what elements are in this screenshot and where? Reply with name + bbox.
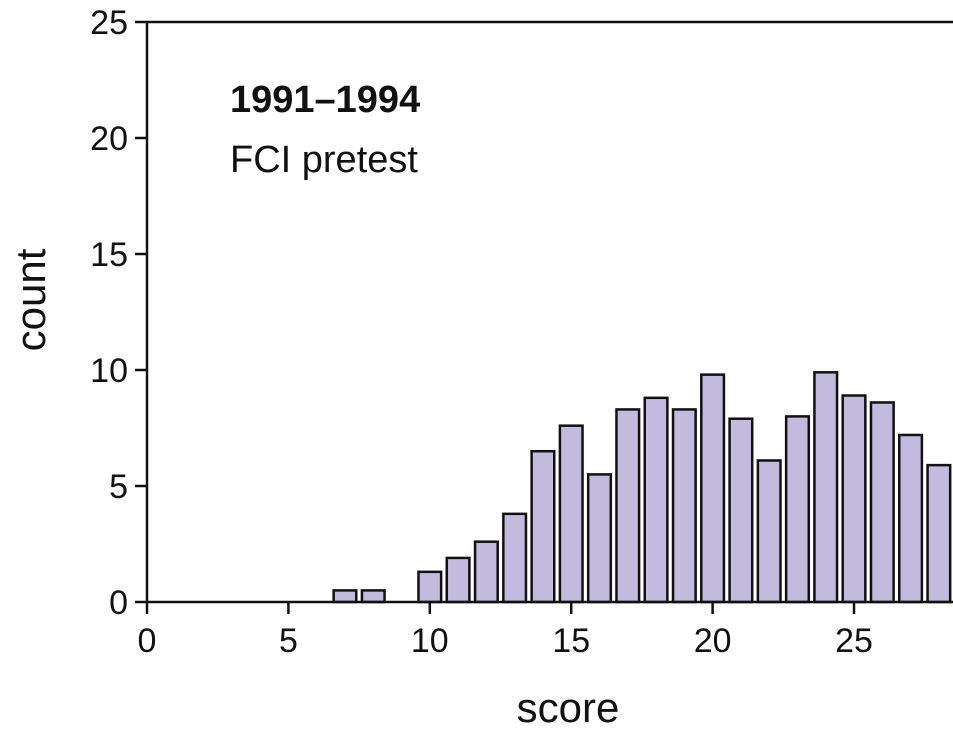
y-tick-label: 20 — [90, 120, 128, 158]
bar-score-25 — [841, 394, 867, 604]
bar-score-7 — [332, 589, 358, 604]
y-ticks-group: 0 5 10 15 20 25 — [90, 4, 147, 622]
y-axis-title: count — [7, 248, 54, 351]
bars-group — [332, 371, 952, 604]
y-tick-label: 15 — [90, 236, 128, 274]
bar-score-17 — [615, 408, 641, 604]
bar-score-15 — [558, 424, 584, 604]
bar-score-19 — [671, 408, 697, 604]
bar-score-16 — [586, 473, 613, 604]
bar-score-23 — [784, 415, 811, 604]
y-tick-label: 10 — [90, 352, 128, 390]
y-tick-label: 0 — [109, 584, 128, 622]
x-tick-label: 5 — [279, 622, 298, 660]
x-tick-label: 15 — [552, 622, 590, 660]
bar-score-18 — [643, 396, 669, 604]
x-tick-label: 20 — [694, 622, 732, 660]
bar-score-26 — [869, 401, 895, 604]
bar-score-27 — [898, 433, 924, 604]
annotation-subtitle: FCI pretest — [230, 139, 418, 181]
y-tick-label: 25 — [90, 4, 128, 42]
x-tick-label: 10 — [411, 622, 449, 660]
axis-frame — [145, 20, 953, 604]
x-ticks-group: 0 5 10 15 20 25 — [138, 602, 873, 660]
bar-score-13 — [502, 512, 528, 604]
x-tick-label: 0 — [138, 622, 157, 660]
y-tick-label: 5 — [109, 468, 128, 506]
bar-score-11 — [445, 556, 471, 604]
bar-score-22 — [756, 459, 782, 604]
bar-score-24 — [813, 371, 839, 604]
bar-score-28 — [926, 463, 952, 604]
x-tick-label: 25 — [835, 622, 873, 660]
bar-score-10 — [417, 570, 443, 604]
axes-group — [145, 20, 953, 604]
bar-score-20 — [700, 373, 726, 604]
x-axis-title: score — [517, 684, 620, 729]
bar-score-12 — [473, 540, 499, 604]
annotation-title: 1991–1994 — [230, 79, 420, 121]
bar-score-14 — [530, 449, 556, 604]
bar-score-8 — [360, 589, 386, 604]
bar-score-21 — [728, 417, 754, 604]
